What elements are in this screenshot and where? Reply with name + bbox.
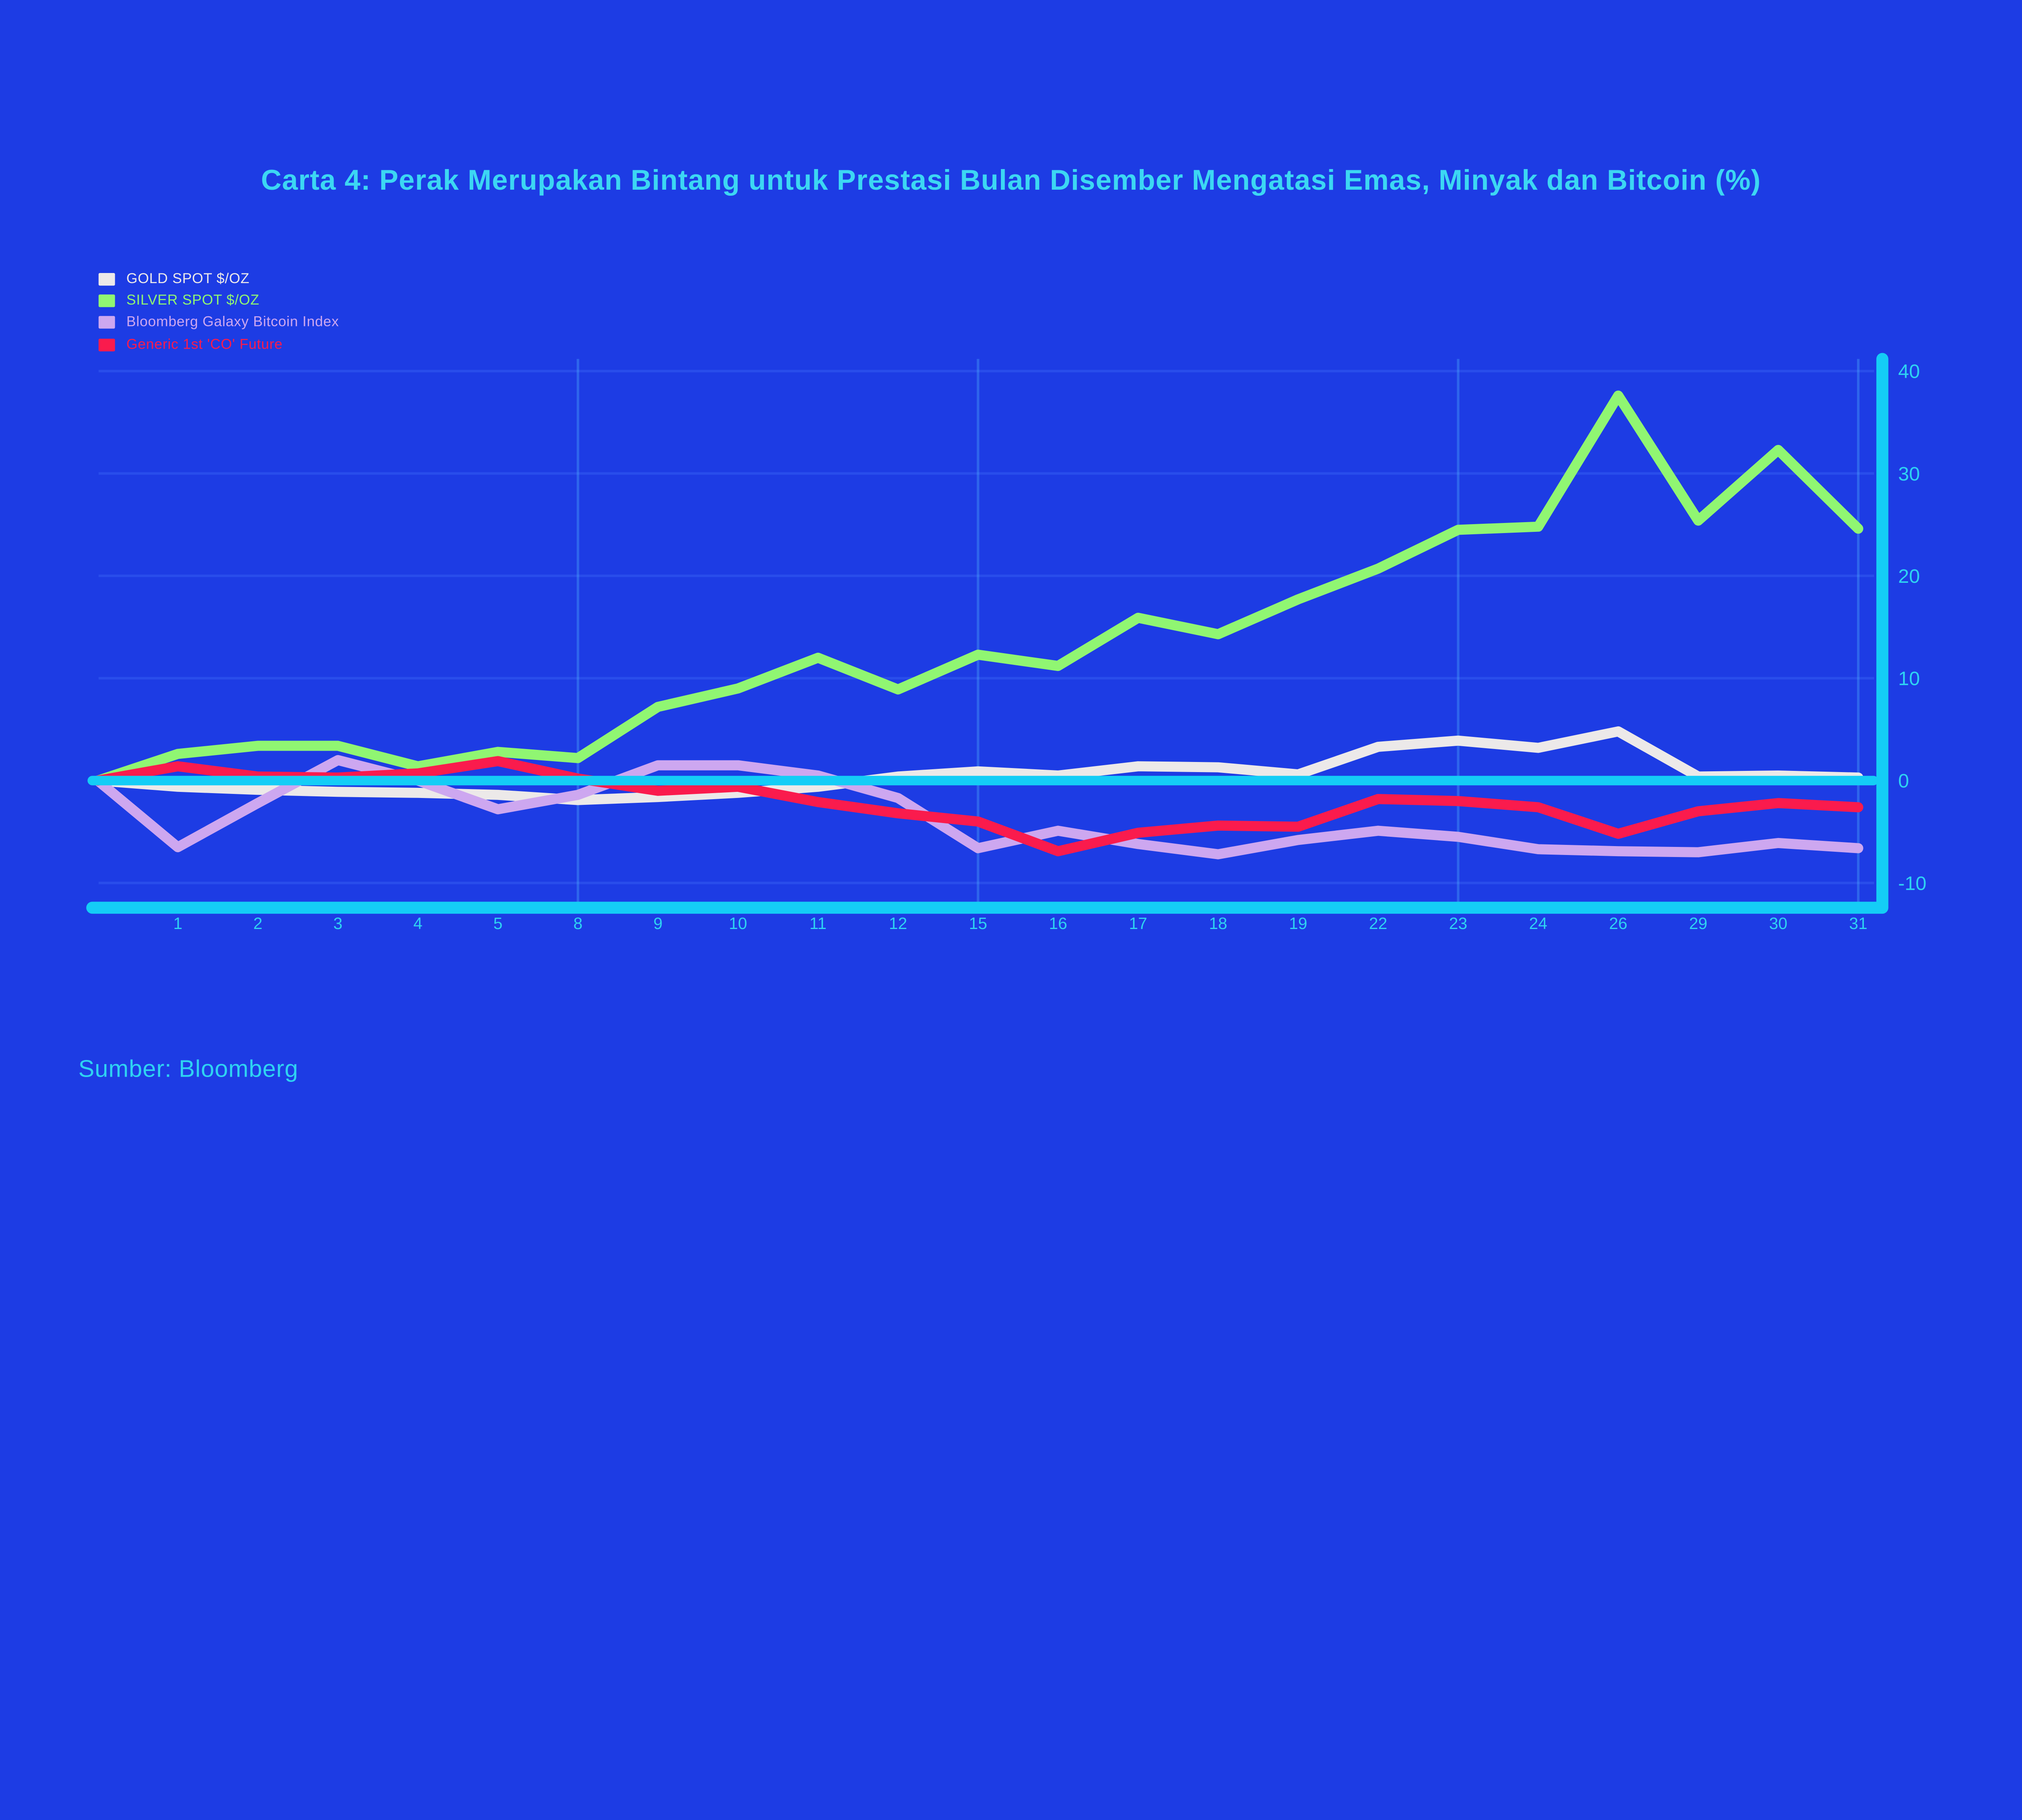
- legend-label-gold: GOLD SPOT $/OZ: [126, 271, 250, 287]
- x-tick-1: 1: [173, 914, 182, 933]
- series-line-oil: [93, 756, 1863, 857]
- x-tick-16: 16: [1049, 914, 1067, 933]
- x-tick-4: 4: [413, 914, 423, 933]
- y-tick-10: 10: [1898, 668, 1920, 690]
- x-tick-26: 26: [1609, 914, 1627, 933]
- series-line-gold: [93, 726, 1863, 805]
- x-tick-31: 31: [1849, 914, 1868, 933]
- legend-swatch-silver: [98, 294, 115, 307]
- x-tick-9: 9: [654, 914, 663, 933]
- x-tick-18: 18: [1209, 914, 1227, 933]
- x-tick-11: 11: [810, 914, 827, 933]
- x-tick-15: 15: [969, 914, 987, 933]
- y-tick-40: 40: [1898, 361, 1920, 383]
- x-tick-2: 2: [253, 914, 262, 933]
- legend-label-bitcoin: Bloomberg Galaxy Bitcoin Index: [126, 315, 339, 331]
- x-tick-30: 30: [1769, 914, 1787, 933]
- legend-item-oil: Generic 1st 'CO' Future: [98, 334, 339, 356]
- y-tick-20: 20: [1898, 565, 1920, 587]
- y-tick-0: 0: [1898, 770, 1909, 792]
- y-tick-30: 30: [1898, 463, 1920, 485]
- legend-swatch-oil: [98, 339, 115, 351]
- legend-item-bitcoin: Bloomberg Galaxy Bitcoin Index: [98, 312, 339, 334]
- legend-label-oil: Generic 1st 'CO' Future: [126, 337, 283, 353]
- line-chart: 1 2 3 4 5 8 9 10 11 12 15 16 17 18 19 22 23 24 26 29 30 31403…: [86, 353, 1927, 933]
- source-note: Sumber: Bloomberg: [78, 1056, 298, 1084]
- legend-swatch-gold: [98, 273, 115, 286]
- axis-frame: [86, 353, 1889, 914]
- legend-item-silver: SILVER SPOT $/OZ: [98, 290, 339, 312]
- legend-item-gold: GOLD SPOT $/OZ: [98, 268, 339, 290]
- x-tick-12: 12: [889, 914, 907, 933]
- x-tick-8: 8: [573, 914, 583, 933]
- x-tick-3: 3: [333, 914, 343, 933]
- legend-label-silver: SILVER SPOT $/OZ: [126, 293, 260, 309]
- x-tick-17: 17: [1129, 914, 1147, 933]
- x-tick-24: 24: [1529, 914, 1547, 933]
- chart-legend: GOLD SPOT $/OZ SILVER SPOT $/OZ Bloomberg …: [98, 268, 339, 356]
- x-tick-23: 23: [1449, 914, 1467, 933]
- x-tick-22: 22: [1369, 914, 1387, 933]
- chart-page: Carta 4: Perak Merupakan Bintang untuk P…: [78, 164, 1927, 1084]
- series-line-silver: [93, 390, 1863, 786]
- x-tick-10: 10: [729, 914, 747, 933]
- x-tick-5: 5: [493, 914, 503, 933]
- chart-title: Carta 4: Perak Merupakan Bintang untuk P…: [261, 164, 1761, 196]
- legend-swatch-bitcoin: [98, 316, 115, 329]
- x-tick-29: 29: [1689, 914, 1707, 933]
- y-tick--10: -10: [1898, 872, 1927, 894]
- x-tick-19: 19: [1289, 914, 1307, 933]
